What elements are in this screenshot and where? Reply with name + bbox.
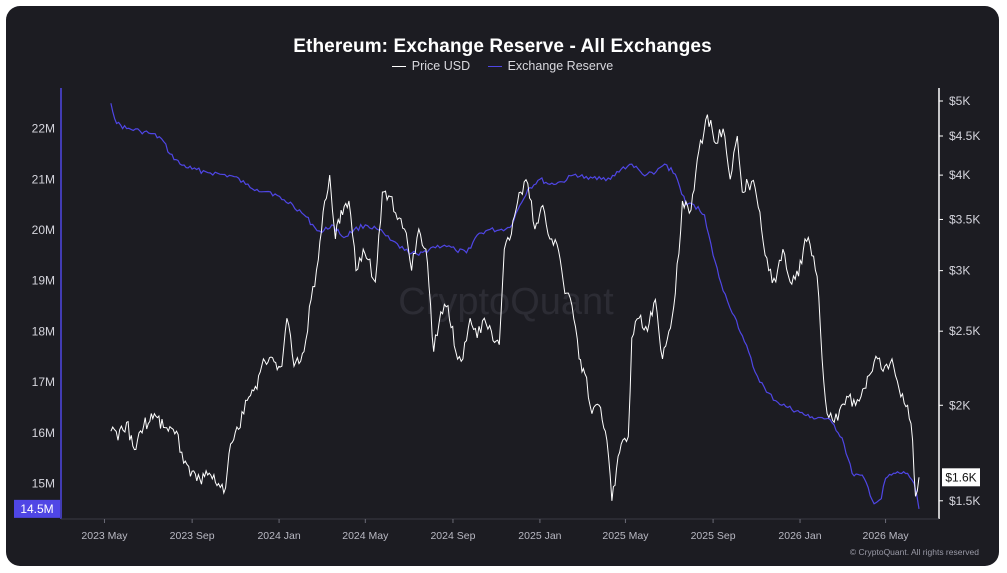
x-tick-label: 2025 Sep — [691, 530, 736, 542]
left-tick-label: 22M — [32, 122, 55, 136]
chart-card: CryptoQuant 15M 16M 17M 18M 19M 20M 21M 22M $1.… — [6, 6, 999, 566]
price-tag-box — [942, 468, 980, 487]
left-tick-label: 17M — [32, 375, 55, 389]
left-tick-label: 21M — [32, 172, 55, 186]
chart-canvas: CryptoQuant 15M 16M 17M 18M 19M 20M 21M 22M $1.… — [14, 88, 980, 542]
legend-label-price: Price USD — [411, 59, 471, 73]
x-tick-label: 2025 May — [602, 530, 649, 542]
series-line-exchange-reserve — [110, 103, 920, 509]
right-tick-label: $5K — [949, 94, 970, 108]
x-axis: 2023 May 2023 Sep 2024 Jan 2024 May 2024 Sep… — [61, 518, 939, 542]
x-tick-label: 2023 Sep — [170, 530, 215, 542]
legend-swatch-reserve — [487, 65, 502, 68]
legend-swatch-price — [391, 65, 406, 68]
left-tick-label: 20M — [32, 223, 55, 237]
left-tick-label: 19M — [32, 274, 55, 288]
x-tick-label: 2024 May — [342, 530, 389, 542]
x-tick-label: 2024 Jan — [257, 530, 300, 542]
x-tick-label: 2026 Jan — [778, 530, 821, 542]
right-tick-label: $2.5K — [949, 324, 980, 338]
x-tick-label: 2025 Jan — [518, 530, 561, 542]
price-tag-label: $1.6K — [945, 470, 976, 484]
chart-title: Ethereum: Exchange Reserve - All Exchang… — [293, 36, 712, 57]
chart-legend: Price USD Exchange Reserve — [6, 59, 999, 73]
reserve-tag-box — [14, 499, 60, 518]
right-tick-label: $4K — [949, 168, 970, 182]
x-tick-label: 2023 May — [81, 530, 128, 542]
chart-watermark: CryptoQuant — [398, 281, 614, 323]
current-value-tags: 14.5M $1.6K — [14, 468, 980, 518]
chart-credit: © CryptoQuant. All rights reserved — [849, 547, 979, 557]
right-tick-label: $4.5K — [949, 129, 980, 143]
legend-item-reserve[interactable]: Exchange Reserve — [487, 59, 614, 73]
series-line-price-usd — [110, 114, 920, 501]
right-tick-label: $3.5K — [949, 212, 980, 226]
left-tick-label: 18M — [32, 324, 55, 338]
right-y-axis: $1.5K $2K $2.5K $3K $3.5K $4K $4.5K $5K — [938, 88, 980, 519]
legend-item-price[interactable]: Price USD — [391, 59, 471, 73]
x-tick-label: 2026 May — [862, 530, 909, 542]
reserve-tag-label: 14.5M — [20, 502, 53, 516]
x-tick-label: 2024 Sep — [430, 530, 475, 542]
left-tick-label: 16M — [32, 426, 55, 440]
reserve-current-tag: 14.5M — [14, 499, 60, 518]
series-layer — [110, 103, 920, 509]
right-tick-label: $2K — [949, 398, 970, 412]
left-tick-label: 15M — [32, 477, 55, 491]
legend-label-reserve: Exchange Reserve — [507, 59, 614, 73]
price-current-tag: $1.6K — [942, 468, 980, 487]
left-y-axis: 15M 16M 17M 18M 19M 20M 21M 22M — [32, 88, 62, 519]
right-tick-label: $3K — [949, 264, 970, 278]
right-tick-label: $1.5K — [949, 494, 980, 508]
